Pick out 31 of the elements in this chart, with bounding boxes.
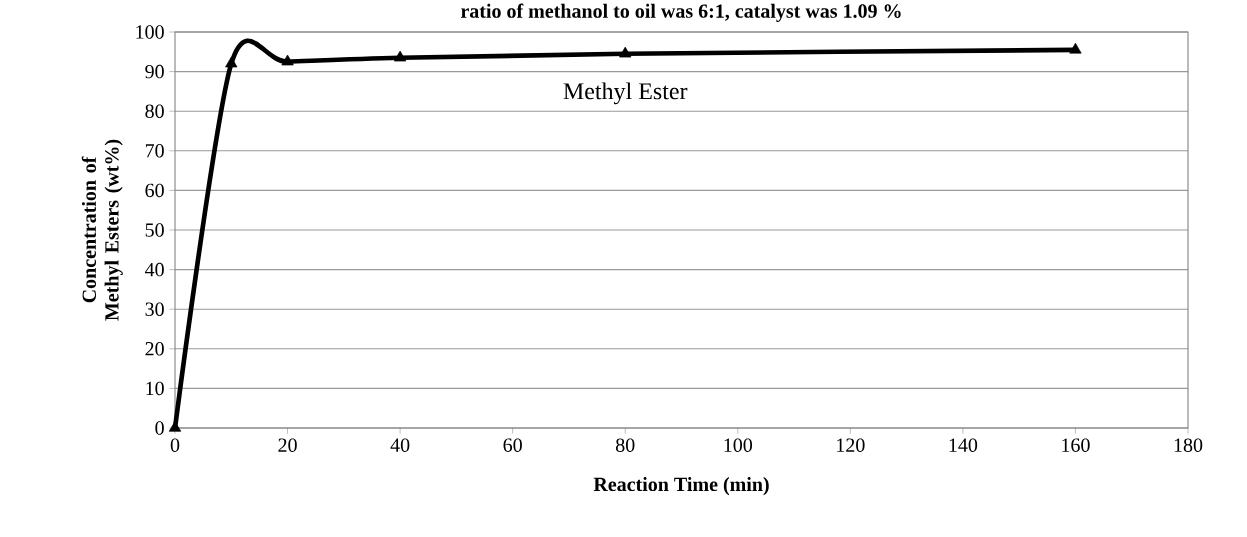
x-tick-label: 80 <box>615 438 635 452</box>
x-tick-label: 100 <box>724 438 753 452</box>
y-tick-label: 40 <box>145 262 164 277</box>
point <box>1069 42 1082 54</box>
x-tick-label: 140 <box>949 438 978 452</box>
y-tick-label: 50 <box>145 223 164 237</box>
y-tick-label: 0 <box>155 421 164 435</box>
x-tick-label: 20 <box>278 438 297 452</box>
y-tick-label: 70 <box>145 144 164 158</box>
x-tick-label: 40 <box>390 438 410 452</box>
y-tick-label: 30 <box>145 302 164 316</box>
point <box>168 420 182 432</box>
x-tick-label: 180 <box>1174 438 1203 452</box>
point <box>619 46 632 58</box>
y-tick-label: 100 <box>136 25 164 39</box>
x-tick-label: 0 <box>170 438 180 452</box>
x-axis-title: Reaction Time (min) <box>593 477 769 496</box>
y-tick-label: 80 <box>145 104 164 118</box>
y-tick-label: 90 <box>145 64 164 79</box>
y-tick-label: 20 <box>145 342 164 356</box>
series-label: Methyl Ester <box>563 82 688 105</box>
x-tick-label: 120 <box>837 438 865 452</box>
point <box>394 50 407 62</box>
y-axis-title: Concentration of Methyl Esters (wt%) <box>81 139 123 321</box>
y-tick-label: 10 <box>146 381 164 396</box>
x-tick-label: 60 <box>503 438 522 452</box>
point <box>281 54 294 66</box>
x-tick-label: 160 <box>1062 438 1090 452</box>
point <box>225 56 238 68</box>
chart-title: ratio of methanol to oil was 6:1, catalyst was 1.09 % <box>460 3 901 22</box>
y-tick-label: 60 <box>145 183 164 198</box>
